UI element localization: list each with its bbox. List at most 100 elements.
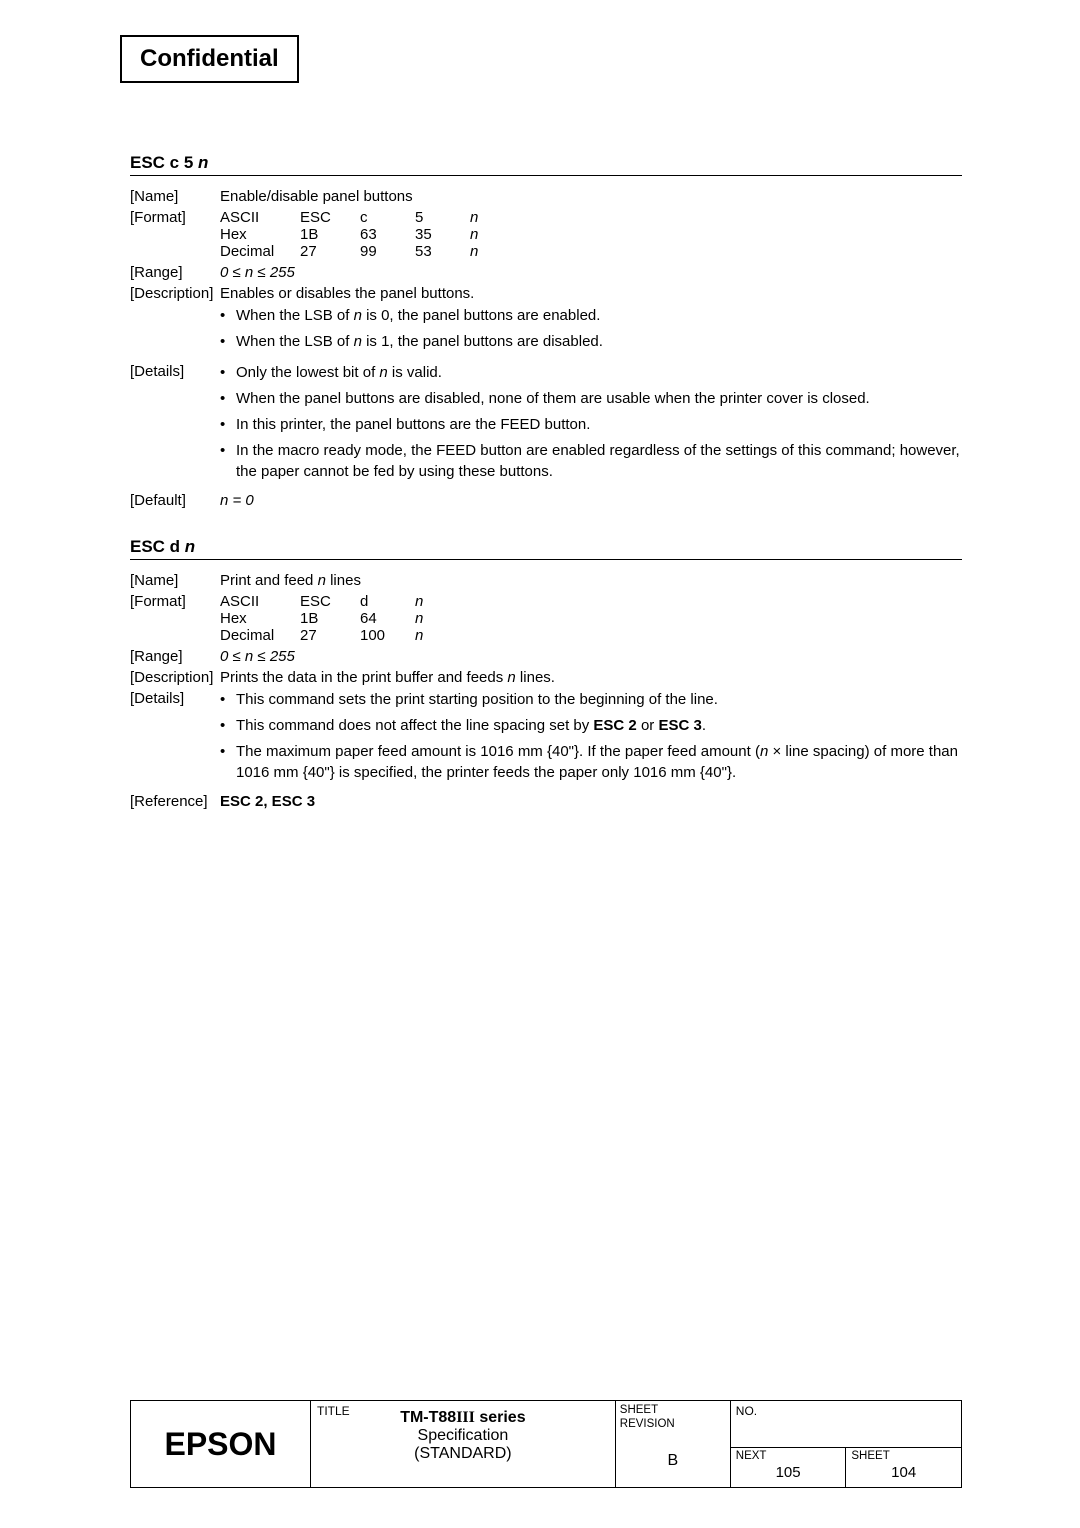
fmt-cell: 99 [360, 243, 415, 260]
cmd1-title: ESC c 5 n [130, 153, 962, 176]
text: lines [326, 572, 361, 589]
fmt-cell: 64 [360, 610, 415, 627]
fmt-cell: 1B [300, 610, 360, 627]
fmt-cell: 35 [415, 226, 470, 243]
list-item: When the panel buttons are disabled, non… [220, 389, 962, 409]
cmd2-name-value: Print and feed n lines [220, 572, 962, 589]
rev-label2: REVISION [620, 1418, 726, 1432]
fmt-cell: 27 [300, 243, 360, 260]
cmd1-default-label: [Default] [130, 492, 220, 509]
rev-value: B [616, 1435, 730, 1487]
cmd2-format-label: [Format] [130, 593, 220, 644]
fmt-cell: Hex [220, 610, 300, 627]
cmd2-ref-label: [Reference] [130, 793, 220, 810]
cmd1-name-label: [Name] [130, 188, 220, 205]
fmt-cell: n [470, 226, 510, 243]
fmt-cell: 1B [300, 226, 360, 243]
text: Prints the data in the print buffer and … [220, 669, 507, 686]
cmd1-title-prefix: ESC c 5 [130, 153, 198, 172]
cmd1-desc-bullets: When the LSB of n is 0, the panel button… [220, 306, 962, 353]
text: Only the lowest bit of [236, 364, 379, 381]
cmd2-ref-value: ESC 2, ESC 3 [220, 793, 962, 810]
fmt-cell: Decimal [220, 243, 300, 260]
text: n [354, 307, 362, 324]
fmt-cell: 5 [415, 209, 470, 226]
cmd2-title-prefix: ESC d [130, 537, 185, 556]
cmd1-range-label: [Range] [130, 264, 220, 281]
cmd2-title-var: n [185, 537, 195, 556]
cmd2-desc-value: Prints the data in the print buffer and … [220, 669, 962, 686]
cmd2-title: ESC d n [130, 537, 962, 560]
list-item: This command sets the print starting pos… [220, 690, 962, 710]
cmd1-name-value: Enable/disable panel buttons [220, 188, 962, 205]
text: n [354, 333, 362, 350]
list-item: Only the lowest bit of n is valid. [220, 363, 962, 383]
list-item: In this printer, the panel buttons are t… [220, 415, 962, 435]
cmd1-desc-value: Enables or disables the panel buttons. [220, 285, 962, 302]
text: or [637, 717, 659, 734]
title-line1c: series [475, 1409, 526, 1426]
list-item: This command does not affect the line sp… [220, 716, 962, 736]
cmd1-details-label: [Details] [130, 363, 220, 488]
rev-label1: SHEET [620, 1404, 726, 1418]
cmd1-desc-label: [Description] [130, 285, 220, 302]
sheet-value: 104 [851, 1464, 956, 1481]
text: When the LSB of [236, 307, 354, 324]
cmd2-details-bullets: This command sets the print starting pos… [220, 690, 962, 783]
cmd2-range-value: 0 ≤ n ≤ 255 [220, 648, 962, 665]
cmd1-details-bullets: Only the lowest bit of n is valid. When … [220, 363, 962, 482]
cmd1-default-value: n = 0 [220, 492, 962, 509]
title-line3: (STANDARD) [319, 1445, 607, 1463]
cmd2-name-label: [Name] [130, 572, 220, 589]
list-item: In the macro ready mode, the FEED button… [220, 441, 962, 482]
text: The maximum paper feed amount is 1016 mm… [236, 743, 760, 760]
text: is 1, the panel buttons are disabled. [362, 333, 603, 350]
fmt-cell: n [415, 610, 455, 627]
footer-title-block: EPSON TITLE TM-T88III series Specificati… [130, 1400, 962, 1488]
text: ESC 3 [658, 717, 701, 734]
cmd1-format-table: ASCII ESC c 5 n Hex 1B 63 35 n Decimal 2… [220, 209, 962, 260]
cmd2-range-label: [Range] [130, 648, 220, 665]
fmt-cell: n [415, 627, 455, 644]
fmt-cell: 53 [415, 243, 470, 260]
text: lines. [516, 669, 555, 686]
text: is 0, the panel buttons are enabled. [362, 307, 601, 324]
text: Print and feed [220, 572, 318, 589]
text: n [507, 669, 515, 686]
cmd1-range-value: 0 ≤ n ≤ 255 [220, 264, 962, 281]
fmt-cell: Hex [220, 226, 300, 243]
fmt-cell: ESC [300, 593, 360, 610]
next-label: NEXT [736, 1450, 841, 1462]
fmt-cell: ASCII [220, 209, 300, 226]
text: n [379, 364, 387, 381]
cmd2-desc-label: [Description] [130, 669, 220, 686]
confidential-label: Confidential [120, 35, 299, 83]
text: When the LSB of [236, 333, 354, 350]
text: is valid. [388, 364, 442, 381]
cmd1-title-var: n [198, 153, 208, 172]
footer-no-block: NO. NEXT 105 SHEET 104 [731, 1401, 961, 1487]
title-label: TITLE [317, 1404, 350, 1418]
page-content: ESC c 5 n [Name] Enable/disable panel bu… [130, 153, 962, 810]
title-line1a: TM-T88 [400, 1409, 456, 1426]
footer-sheet-revision: SHEET REVISION B [616, 1401, 731, 1487]
cmd1-format-label: [Format] [130, 209, 220, 260]
footer-sheet: SHEET 104 [846, 1448, 961, 1488]
sheet-label: SHEET [851, 1450, 956, 1462]
next-value: 105 [736, 1464, 841, 1481]
text: ESC 2 [593, 717, 636, 734]
footer-next: NEXT 105 [731, 1448, 847, 1488]
fmt-cell: 27 [300, 627, 360, 644]
fmt-cell: c [360, 209, 415, 226]
fmt-cell: n [415, 593, 455, 610]
fmt-cell: n [470, 243, 510, 260]
fmt-cell: ASCII [220, 593, 300, 610]
text: This command does not affect the line sp… [236, 717, 593, 734]
epson-logo: EPSON [131, 1401, 311, 1487]
title-line1b: III [456, 1409, 475, 1426]
fmt-cell: 63 [360, 226, 415, 243]
cmd2-details-label: [Details] [130, 690, 220, 789]
list-item: When the LSB of n is 0, the panel button… [220, 306, 962, 326]
no-label: NO. [731, 1401, 961, 1448]
fmt-cell: ESC [300, 209, 360, 226]
